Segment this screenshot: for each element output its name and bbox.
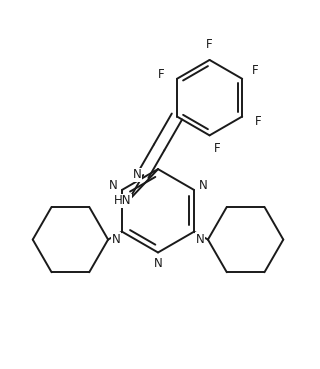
Text: F: F [255,115,261,128]
Text: N: N [133,169,142,182]
Text: N: N [112,233,120,246]
Text: F: F [206,38,213,51]
Text: N: N [109,179,117,193]
Text: F: F [158,68,164,80]
Text: N: N [154,257,162,270]
Text: HN: HN [114,194,131,207]
Text: F: F [214,142,221,155]
Text: N: N [196,233,204,246]
Text: N: N [199,179,207,193]
Text: F: F [252,64,258,77]
